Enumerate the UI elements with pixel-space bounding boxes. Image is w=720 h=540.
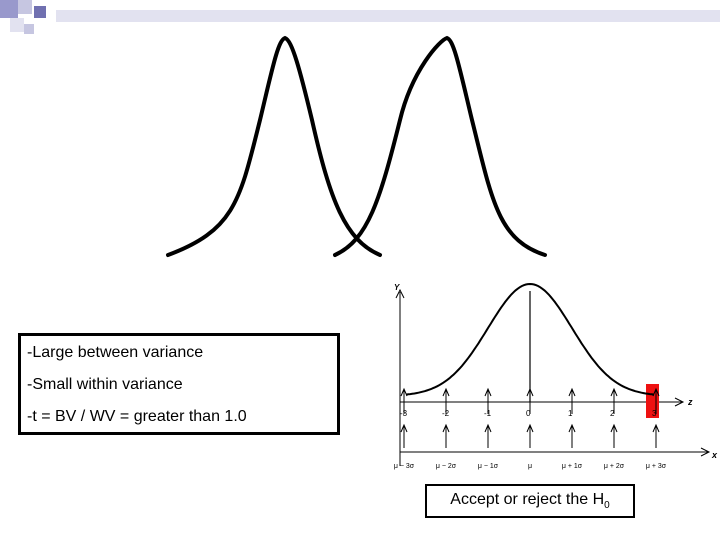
decorative-header [0,0,720,34]
y-axis-arrow [395,288,405,299]
z-tick-label: 3 [652,409,657,418]
x-tick-label: μ − 2σ [436,463,457,470]
left-bell-curve [166,35,382,257]
x-tick-arrow [568,423,576,448]
z-tick-arrow [610,387,618,414]
z-tick-label: -3 [400,409,408,418]
x-tick-label: μ + 3σ [646,463,667,470]
overlapping-distributions [166,35,547,257]
deco-square-3 [10,18,24,32]
z-axis-label: z [687,397,693,407]
deco-square-1 [0,0,18,18]
x-tick-arrow [442,423,450,448]
x-tick-arrow [484,423,492,448]
x-tick-label: μ − 1σ [478,463,499,470]
x-tick-label: μ [528,463,532,470]
right-bell-curve [333,35,547,257]
decision-box: Accept or reject the H0 [425,484,635,518]
x-axis-label: x [711,450,718,460]
z-tick-label: 1 [568,409,573,418]
standard-normal-curve [405,282,655,396]
z-tick-label: 2 [610,409,615,418]
x-tick-arrow [610,423,618,448]
z-tick-arrow [526,387,534,414]
x-tick-label: μ + 1σ [562,463,583,470]
z-tick-label: 0 [526,409,531,418]
z-axis-arrow [674,397,685,407]
decision-subscript: 0 [604,500,610,512]
deco-square-5 [24,24,34,34]
x-axis-arrow [700,447,711,457]
x-tick-label: μ + 2σ [604,463,625,470]
z-tick-label: -1 [484,409,492,418]
info-line-within-variance: -Small within variance [27,376,183,393]
deco-square-4 [34,6,46,18]
deco-bar [56,10,720,22]
z-tick-arrow [400,387,408,414]
standard-normal-chart: Y z x -3 μ − 3σ -2 μ − 2σ -1 μ − 1σ 0 μ 1 μ + 1σ 2… [394,282,718,470]
info-box: -Large between variance -Small within va… [18,333,340,435]
z-tick-arrow [652,387,660,414]
x-tick-arrow [652,423,660,448]
z-tick-arrow [442,387,450,414]
x-tick-arrow [526,423,534,448]
info-line-between-variance: -Large between variance [27,344,204,361]
decision-text: Accept or reject the H [450,491,605,508]
x-tick-arrow [400,423,408,448]
info-line-t-ratio: -t = BV / WV = greater than 1.0 [27,408,247,425]
x-tick-label: μ − 3σ [394,463,415,470]
deco-square-2 [18,0,32,14]
z-tick-arrow [568,387,576,414]
y-axis-label: Y [394,283,400,292]
z-tick-label: -2 [442,409,450,418]
z-tick-arrow [484,387,492,414]
